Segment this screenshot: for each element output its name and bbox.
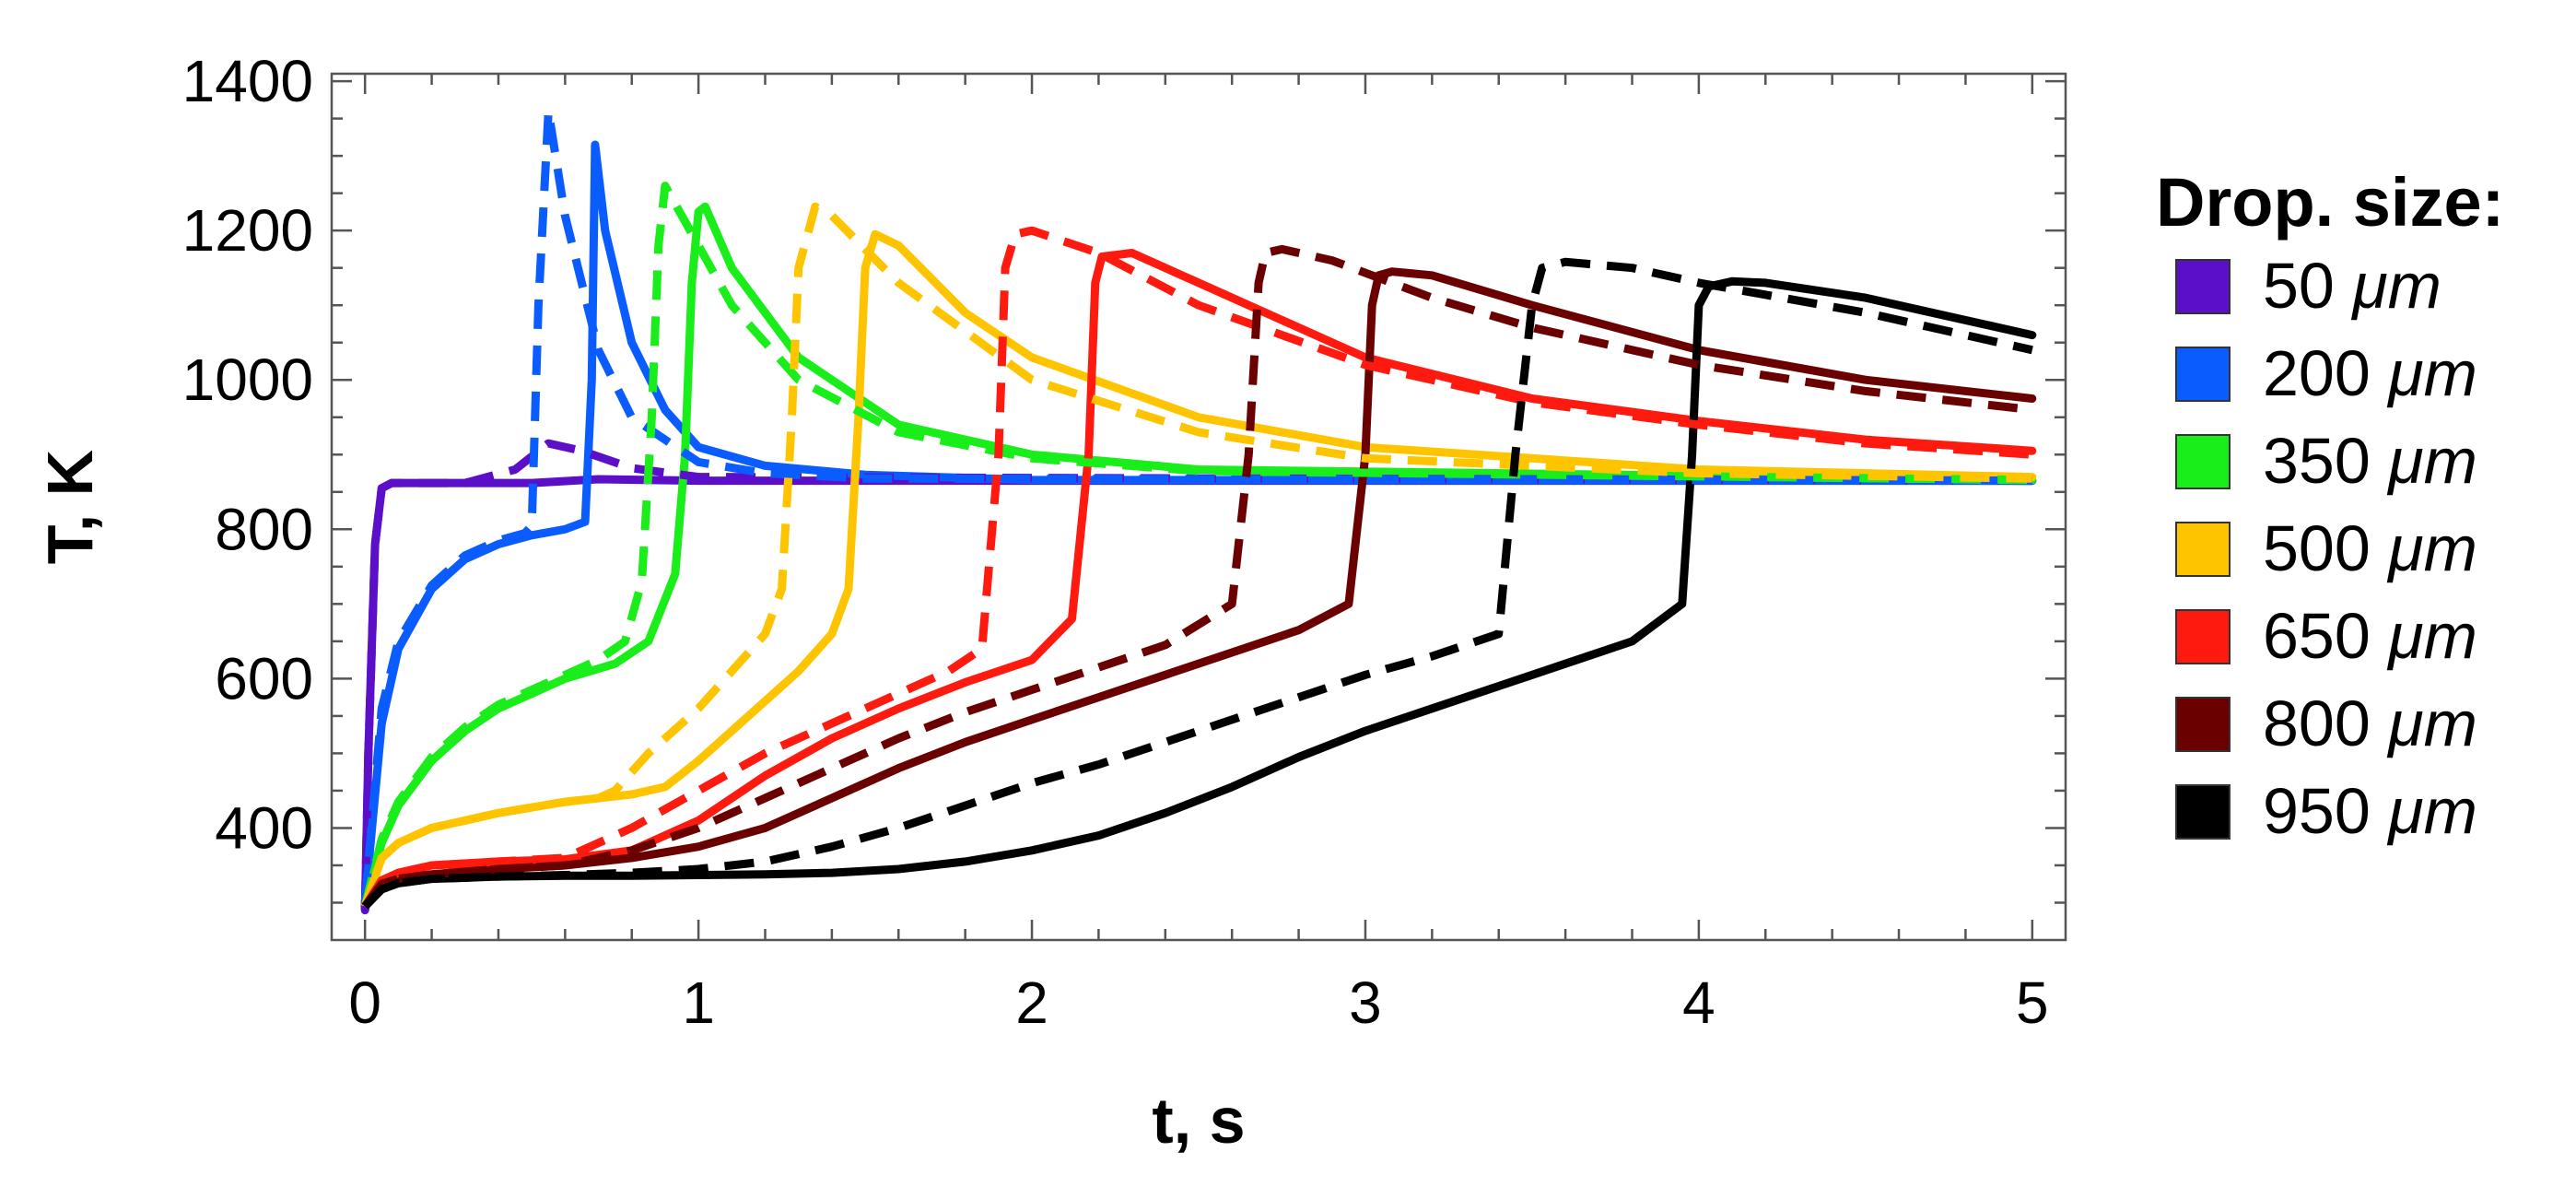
legend-swatch — [2175, 259, 2231, 314]
series-line-dashed — [361, 226, 2033, 909]
legend-label: 500 μm — [2263, 512, 2477, 584]
tick-labels: 0 1 2 3 4 5 400 600 800 1000 1200 1400 — [182, 48, 2049, 1036]
legend-swatch — [2175, 784, 2231, 840]
legend-title: Drop. size: — [2156, 164, 2504, 241]
y-tick-label: 1000 — [182, 347, 313, 413]
legend-swatch — [2175, 347, 2231, 402]
y-tick-label: 400 — [215, 794, 313, 861]
x-axis-title: t, s — [1152, 1085, 1245, 1157]
x-tick-label: 2 — [1015, 970, 1048, 1036]
series-group — [360, 107, 2037, 915]
y-axis-title: T, K — [34, 450, 106, 564]
x-tick-label: 1 — [682, 970, 715, 1036]
legend-label: 350 μm — [2263, 425, 2477, 497]
series-layer — [360, 107, 2037, 915]
series-line-dashed — [360, 202, 2032, 908]
legend-swatch — [2175, 522, 2231, 577]
series-line-dashed — [360, 439, 2032, 911]
legend-label: 200 μm — [2263, 337, 2477, 409]
legend-label: 50 μm — [2263, 250, 2441, 322]
x-tick-label: 3 — [1349, 970, 1382, 1036]
legend-label: 650 μm — [2263, 600, 2477, 672]
series-line-solid — [360, 267, 2037, 911]
axis-ticks — [332, 74, 2066, 940]
series-line-dashed — [361, 257, 2033, 910]
legend-label: 950 μm — [2263, 775, 2477, 847]
legend: Drop. size: 50 μm 200 μm 350 μm 500 μm 650 μ… — [2156, 164, 2504, 847]
x-tick-label: 4 — [1682, 970, 1715, 1036]
y-tick-label: 1400 — [182, 48, 313, 114]
series-line-dashed — [360, 182, 2032, 908]
legend-label: 800 μm — [2263, 688, 2477, 759]
series-line-dashed — [361, 244, 2033, 910]
series-line-dashed — [360, 107, 2032, 903]
legend-swatch — [2175, 434, 2231, 489]
x-tick-label: 0 — [348, 970, 381, 1036]
y-tick-label: 800 — [215, 496, 313, 562]
legend-swatch — [2175, 609, 2231, 664]
y-tick-label: 600 — [215, 645, 313, 711]
y-tick-label: 1200 — [182, 197, 313, 264]
series-line-solid — [360, 202, 2037, 911]
legend-swatch — [2175, 697, 2231, 752]
x-tick-label: 5 — [2016, 970, 2049, 1036]
